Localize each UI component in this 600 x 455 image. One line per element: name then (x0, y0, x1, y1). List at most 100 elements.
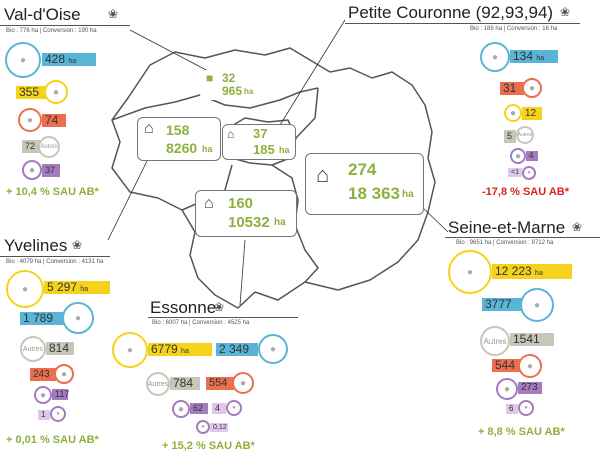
leaf-icon: ❀ (572, 220, 583, 234)
divers-icon: ● (226, 400, 242, 416)
area-unit-seine-et-marne: ha (402, 189, 414, 200)
wheat-icon: ● (6, 270, 44, 308)
legumes-bar-val-doise: 74 (42, 114, 66, 127)
area-unit-yvelines: ha (202, 144, 213, 154)
fruits-bar-essonne: 62 (190, 403, 208, 414)
wheat-icon: ● (448, 250, 492, 294)
leaf-icon: ❀ (214, 300, 225, 314)
fruit-icon: ● (22, 160, 42, 180)
chicken-icon: ● (480, 42, 510, 72)
area-unit-essonne: ha (274, 217, 286, 228)
divers-icon: ● (518, 400, 534, 416)
sau-essonne: + 15,2 % SAU AB* (162, 440, 255, 452)
leaf-icon: ❀ (108, 7, 119, 21)
subtitle-yvelines: Bio : 4079 ha | Conversion : 4131 ha (6, 259, 104, 265)
area-unit-val-doise: ha (244, 87, 254, 96)
sau-val-doise: + 10,4 % SAU AB* (6, 186, 99, 198)
chicken-icon: ● (62, 302, 94, 334)
cereales-bar-petite-couronne: 12 (522, 107, 542, 120)
fruit-icon: ● (496, 378, 518, 400)
title-yvelines: Yvelines (4, 236, 68, 255)
subtitle-petite-couronne: Bio : 189 ha | Conversion : 16 ha (470, 26, 558, 32)
divers2-icon: ● (196, 420, 210, 434)
autres-icon: Autres (516, 126, 534, 144)
legumes-bar-essonne: 554 (206, 377, 234, 390)
volaille-bar-seine-et-marne: 3777 (482, 298, 522, 311)
divers-icon: ● (50, 406, 66, 422)
map-box-essonne: ⌂ 160 10532 ha (195, 190, 297, 237)
map-box-seine-et-marne: ⌂ 274 18 363 ha (305, 153, 424, 215)
fruit-icon: ● (34, 386, 52, 404)
divers2-bar-essonne: 0,12 (210, 423, 228, 432)
autres-icon: Autres (146, 372, 170, 396)
cereales-bar-val-doise: 355 (16, 86, 46, 99)
subtitle-essonne: Bio : 6007 ha | Conversion : 4525 ha (152, 320, 250, 326)
fruits-bar-yvelines: 117 (52, 389, 69, 400)
fruits-bar-seine-et-marne: 273 (518, 382, 542, 394)
divers-bar-petite-couronne: <1 (508, 168, 522, 177)
leaf-icon: ❀ (560, 5, 571, 19)
sau-petite-couronne: -17,8 % SAU AB* (482, 186, 570, 198)
wheat-icon: ● (44, 80, 68, 104)
legumes-bar-seine-et-marne: 544 (492, 359, 520, 372)
cereales-bar-seine-et-marne: 12 223 ha (492, 264, 572, 279)
autres-icon: Autres (38, 136, 60, 158)
chicken-icon: ● (520, 288, 554, 322)
title-val-doise: Val-d'Oise (4, 5, 81, 24)
carrot-icon: ● (232, 372, 254, 394)
farms-petite-couronne: 37 (253, 126, 268, 141)
farms-seine-et-marne: 274 (348, 160, 377, 179)
title-petite-couronne: Petite Couronne (92,93,94) (348, 3, 554, 22)
map-box-yvelines: ⌂ 158 8260 ha (137, 117, 221, 161)
barn-icon: ⌂ (144, 120, 154, 137)
subtitle-seine-et-marne: Bio : 9651 ha | Conversion : 8712 ha (456, 240, 554, 246)
autres-bar-yvelines: 814 (46, 342, 74, 355)
volaille-bar-essonne: 2 349 (216, 343, 258, 356)
carrot-icon: ● (18, 108, 42, 132)
sau-yvelines: + 0,01 % SAU AB* (6, 434, 99, 446)
barn-icon: ⌂ (227, 127, 235, 141)
area-val-doise: 965 (222, 84, 243, 98)
chicken-icon: ● (258, 334, 288, 364)
farms-yvelines: 158 (166, 122, 190, 138)
autres-bar-essonne: 784 (170, 377, 200, 390)
carrot-icon: ● (54, 364, 74, 384)
autres-bar-seine-et-marne: 1541 (510, 333, 554, 346)
title-essonne: Essonne (150, 298, 217, 317)
map-box-val-doise: ■ 32 965 ha (200, 70, 258, 100)
barn-icon: ⌂ (316, 162, 330, 187)
autres-icon: Autres (480, 326, 510, 356)
fruits-bar-val-doise: 37 (42, 164, 60, 177)
fruit-icon: ● (510, 148, 526, 164)
area-yvelines: 8260 (166, 140, 198, 156)
area-unit-petite-couronne: ha (279, 145, 290, 155)
fruits-bar-petite-couronne: 4 (526, 151, 538, 161)
divers-icon: ● (522, 166, 536, 180)
divers-bar-yvelines: 1 (38, 410, 50, 420)
map-box-petite-couronne: ⌂ 37 185 ha (222, 124, 296, 160)
sau-seine-et-marne: + 8,8 % SAU AB* (478, 426, 565, 438)
subtitle-val-doise: Bio : 776 ha | Conversion : 190 ha (6, 28, 97, 34)
divers-bar-essonne: 4 (212, 403, 226, 414)
region-outline (111, 47, 436, 309)
cereales-bar-essonne: 6779 ha (148, 343, 212, 356)
volaille-bar-yvelines: 1 789 (20, 312, 64, 325)
legumes-bar-petite-couronne: 31 (500, 82, 524, 95)
farms-essonne: 160 (228, 195, 254, 212)
volaille-bar-val-doise: 428 ha (42, 53, 96, 66)
farms-val-doise: 32 (222, 71, 236, 85)
wheat-icon: ● (504, 104, 522, 122)
leaf-icon: ❀ (72, 238, 83, 252)
fruit-icon: ● (172, 400, 190, 418)
area-petite-couronne: 185 (253, 142, 275, 157)
autres-bar-petite-couronne: 5 (504, 130, 516, 143)
carrot-icon: ● (518, 354, 542, 378)
wheat-icon: ● (112, 332, 148, 368)
area-essonne: 10532 (228, 214, 270, 231)
area-seine-et-marne: 18 363 (348, 184, 400, 203)
barn-icon: ⌂ (204, 195, 214, 212)
title-seine-et-marne: Seine-et-Marne (448, 218, 566, 237)
cereales-bar-yvelines: 5 297 ha (44, 281, 110, 294)
autres-icon: Autres (20, 336, 46, 362)
volaille-bar-petite-couronne: 134 ha (510, 50, 558, 63)
